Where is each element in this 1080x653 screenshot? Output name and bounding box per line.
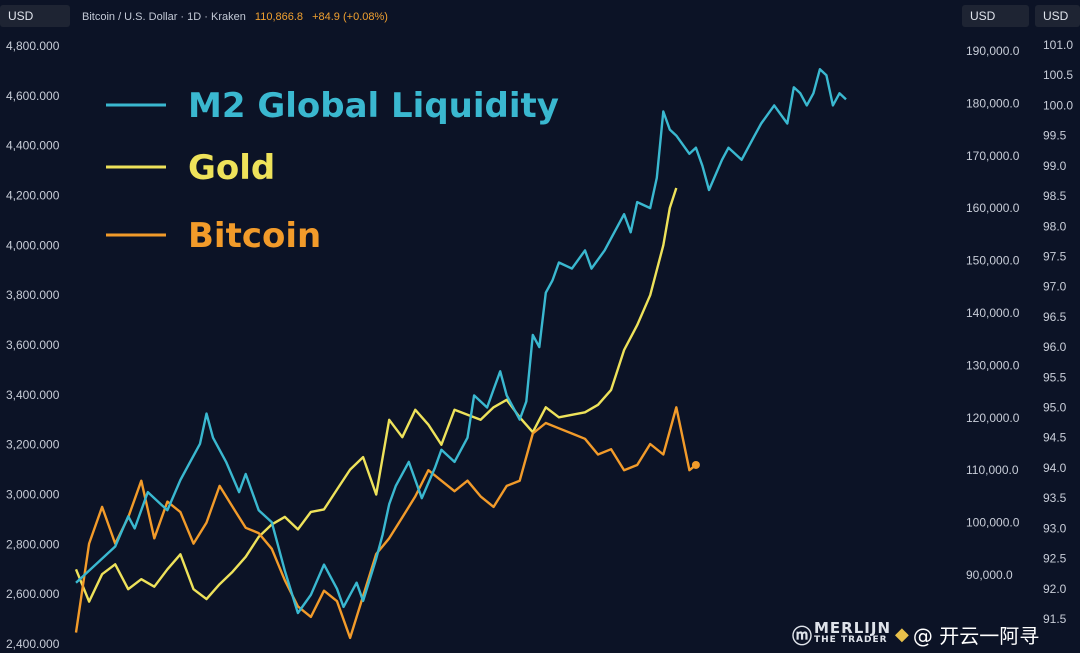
- btc-tick: 140,000.0: [966, 306, 1020, 320]
- bitcoin-last-point: [691, 460, 700, 469]
- brand-bottom: THE TRADER: [814, 635, 888, 645]
- m2-tick: 99.0: [1043, 159, 1067, 173]
- m2-tick: 99.5: [1043, 129, 1067, 143]
- series-line-m2-global-liquidity: [75, 68, 847, 615]
- m2-tick: 96.5: [1043, 310, 1067, 324]
- m2-tick: 92.0: [1043, 582, 1067, 596]
- m2-tick: 98.0: [1043, 219, 1067, 233]
- left-tick: 4,600.000: [6, 89, 60, 103]
- left-tick: 2,600.000: [6, 587, 60, 601]
- left-tick: 3,800.000: [6, 288, 60, 302]
- btc-tick: 90,000.0: [966, 568, 1013, 582]
- left-tick: 3,400.000: [6, 388, 60, 402]
- left-axis: 4,800.000 4,600.000 4,400.000 4,200.000 4,00…: [6, 39, 60, 651]
- left-tick: 4,400.000: [6, 139, 60, 153]
- legend-label: Gold: [188, 148, 275, 188]
- price-change: +84.9 (+0.08%): [312, 11, 388, 23]
- left-tick: 4,800.000: [6, 39, 60, 53]
- m2-tick: 100.5: [1043, 68, 1073, 82]
- legend-label: Bitcoin: [188, 216, 321, 256]
- right-currency-badge-2[interactable]: USD: [1035, 5, 1080, 27]
- left-tick: 3,200.000: [6, 438, 60, 452]
- right-currency-badge-1[interactable]: USD: [962, 5, 1029, 27]
- symbol-header: Bitcoin / U.S. Dollar · 1D · Kraken 110,…: [82, 11, 388, 23]
- legend-label: M2 Global Liquidity: [188, 86, 559, 126]
- m2-tick: 95.5: [1043, 370, 1067, 384]
- m2-tick: 98.5: [1043, 189, 1067, 203]
- brand-name: MERLIJN THE TRADER: [814, 619, 891, 646]
- btc-tick: 170,000.0: [966, 149, 1020, 163]
- btc-tick: 150,000.0: [966, 254, 1020, 268]
- m2-tick: 97.0: [1043, 280, 1067, 294]
- right-axis-m2: 101.0 100.5 100.0 99.5 99.0 98.5 98.0 97.5 97.0 9…: [1043, 38, 1073, 626]
- m2-tick: 97.5: [1043, 250, 1067, 264]
- left-tick: 4,000.000: [6, 238, 60, 252]
- merlijn-logo-icon: ⓜ: [792, 623, 812, 648]
- m2-tick: 101.0: [1043, 38, 1073, 52]
- btc-tick: 160,000.0: [966, 201, 1020, 215]
- author-handle: @ 开云一阿寻: [912, 623, 1040, 648]
- btc-tick: 130,000.0: [966, 358, 1020, 372]
- price-value: 110,866.8: [254, 11, 304, 23]
- left-currency-badge[interactable]: USD: [0, 5, 70, 27]
- m2-tick: 100.0: [1043, 98, 1073, 112]
- watermark: ⓜ MERLIJN THE TRADER ◆ @ 开云一阿寻: [792, 618, 1039, 650]
- brand-top: MERLIJN: [814, 619, 891, 637]
- series-lines: [74, 68, 847, 640]
- btc-tick: 180,000.0: [966, 96, 1020, 110]
- m2-tick: 94.5: [1043, 431, 1067, 445]
- btc-tick: 100,000.0: [966, 516, 1020, 530]
- right-axis-btc: 190,000.0 180,000.0 170,000.0 160,000.0 150,…: [966, 44, 1020, 582]
- series-line-bitcoin: [74, 406, 697, 640]
- diamond-icon: ◆: [895, 623, 909, 645]
- btc-tick: 110,000.0: [966, 463, 1019, 477]
- btc-tick: 190,000.0: [966, 44, 1020, 58]
- symbol-line: Bitcoin / U.S. Dollar · 1D · Kraken: [82, 11, 246, 23]
- left-tick: 2,400.000: [6, 637, 60, 651]
- m2-tick: 95.0: [1043, 401, 1067, 415]
- series-line-gold: [74, 187, 678, 603]
- left-tick: 3,600.000: [6, 338, 60, 352]
- m2-tick: 96.0: [1043, 340, 1067, 354]
- left-tick: 3,000.000: [6, 488, 60, 502]
- m2-tick: 93.0: [1043, 521, 1067, 535]
- m2-tick: 92.5: [1043, 552, 1067, 566]
- left-tick: 2,800.000: [6, 537, 60, 551]
- left-tick: 4,200.000: [6, 189, 60, 203]
- m2-tick: 91.5: [1043, 612, 1067, 626]
- m2-tick: 93.5: [1043, 491, 1067, 505]
- m2-tick: 94.0: [1043, 461, 1067, 475]
- btc-tick: 120,000.0: [966, 411, 1020, 425]
- legend: M2 Global Liquidity Gold Bitcoin: [106, 86, 559, 256]
